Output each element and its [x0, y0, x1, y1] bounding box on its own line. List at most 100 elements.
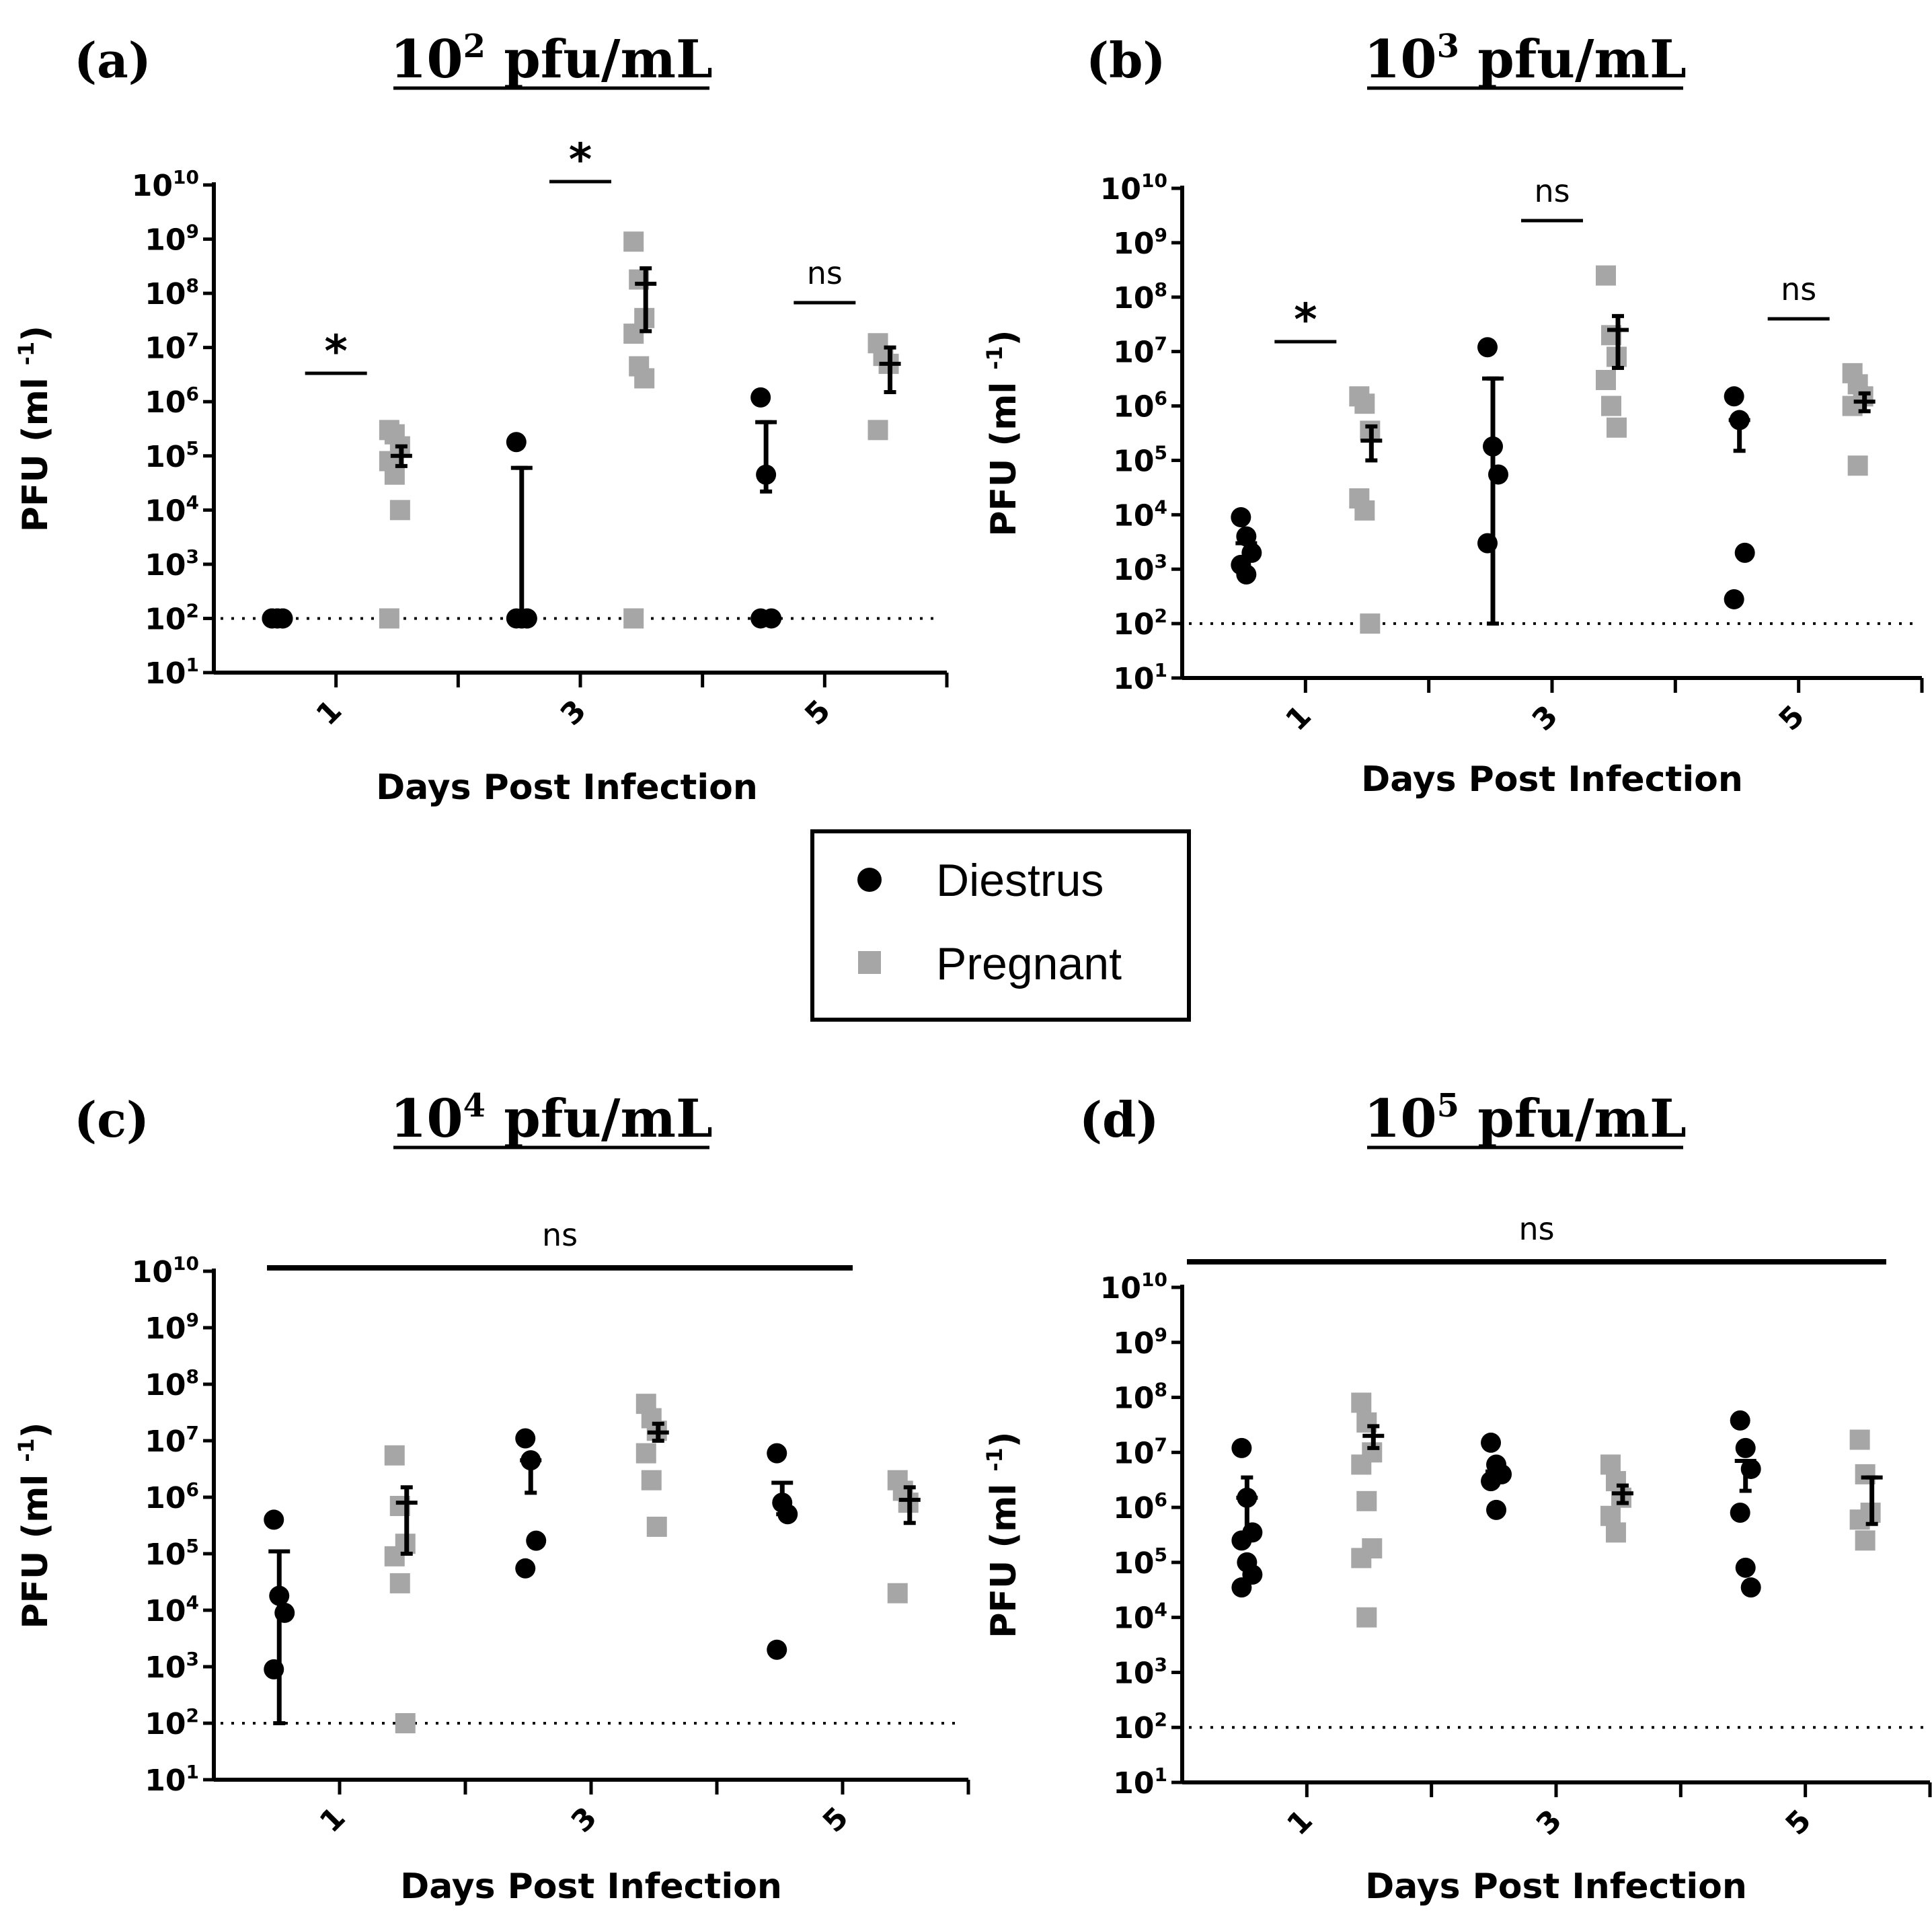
significance-label: * [324, 326, 348, 377]
y-tick-label: 103 [145, 545, 199, 582]
data-point-diestrus [750, 387, 771, 408]
data-point-diestrus [1477, 337, 1498, 358]
y-tick-label: 106 [145, 1478, 199, 1515]
y-tick-label: 102 [145, 1704, 199, 1741]
panel-title: 102 pfu/mL [390, 28, 713, 90]
significance-label: ns [1518, 1211, 1554, 1247]
y-tick-label: 1010 [132, 166, 199, 203]
data-point-pregnant [1596, 369, 1616, 390]
data-point-pregnant [1354, 500, 1375, 521]
data-point-pregnant [389, 500, 410, 521]
data-point-pregnant [1351, 1392, 1372, 1413]
data-point-pregnant [1596, 265, 1616, 286]
data-point-diestrus [515, 1428, 536, 1449]
data-point-diestrus [526, 1530, 547, 1551]
data-point-pregnant [395, 1713, 416, 1733]
y-tick-label: 103 [145, 1648, 199, 1685]
data-point-pregnant [1849, 1509, 1870, 1530]
y-tick-label: 105 [1113, 1544, 1167, 1581]
data-point-pregnant [623, 324, 644, 344]
y-tick-label: 101 [145, 654, 199, 691]
y-tick-label: 107 [1113, 1433, 1167, 1470]
y-axis-title: PFU (ml -1) [13, 1422, 56, 1628]
legend: Diestrus Pregnant [810, 829, 1191, 1022]
y-axis-title: PFU (ml -1) [13, 326, 56, 532]
data-point-pregnant [635, 1443, 656, 1464]
legend-label-diestrus: Diestrus [936, 855, 1104, 906]
data-point-pregnant [379, 608, 399, 629]
y-tick-label: 107 [145, 1422, 199, 1459]
data-point-diestrus [1740, 1577, 1761, 1598]
panel-title: 103 pfu/mL [1364, 28, 1687, 90]
y-tick-label: 108 [145, 1365, 199, 1402]
data-point-pregnant [1849, 1429, 1870, 1450]
y-tick-label: 102 [1113, 605, 1167, 642]
data-point-diestrus [1486, 1499, 1507, 1520]
significance-label: * [569, 134, 592, 186]
x-axis-title: Days Post Infection [376, 767, 758, 808]
y-tick-label: 102 [1113, 1708, 1167, 1745]
y-tick-label: 1010 [1100, 1269, 1167, 1306]
data-point-pregnant [1847, 455, 1868, 476]
data-point-diestrus [1735, 1437, 1756, 1458]
y-tick-label: 108 [1113, 278, 1167, 315]
data-point-diestrus [1730, 1410, 1750, 1431]
data-point-pregnant [1601, 395, 1621, 416]
y-tick-label: 101 [1113, 659, 1167, 696]
panel-title: 105 pfu/mL [1364, 1087, 1687, 1149]
y-tick-label: 107 [145, 329, 199, 366]
data-point-pregnant [887, 1583, 908, 1603]
y-tick-label: 101 [1113, 1764, 1167, 1801]
y-tick-label: 109 [145, 1309, 199, 1346]
significance-label: ns [542, 1217, 578, 1253]
data-point-diestrus [506, 432, 527, 453]
panel-letter: (b) [1086, 32, 1165, 89]
panel-letter: (a) [74, 32, 151, 89]
significance-label: ns [807, 255, 843, 291]
data-point-pregnant [1360, 613, 1381, 634]
data-point-pregnant [646, 1516, 667, 1537]
chart-panel-b: (b) 103 pfu/mL 101 102 103 104 105 106 107 108 109… [982, 28, 1924, 800]
data-point-pregnant [1351, 1454, 1372, 1475]
legend-marker-pregnant [858, 951, 881, 974]
y-tick-label: 106 [1113, 387, 1167, 424]
data-point-diestrus [1730, 1503, 1750, 1523]
y-axis-title: PFU (ml -1) [982, 1431, 1024, 1638]
data-point-pregnant [634, 368, 655, 389]
y-tick-label: 109 [1113, 224, 1167, 261]
y-tick-label: 109 [1113, 1324, 1167, 1361]
data-point-diestrus [1735, 1557, 1756, 1578]
data-point-pregnant [1354, 393, 1375, 414]
y-tick-label: 105 [145, 1535, 199, 1572]
data-point-diestrus [1231, 1577, 1252, 1598]
y-tick-label: 109 [145, 221, 199, 258]
x-axis-title: Days Post Infection [1365, 1866, 1747, 1907]
data-point-diestrus [515, 1558, 536, 1579]
data-point-pregnant [1855, 1530, 1876, 1551]
legend-marker-diestrus [857, 868, 882, 892]
data-point-pregnant [1356, 1607, 1377, 1628]
chart-panel-c: (c) 104 pfu/mL 101 102 103 104 105 106 107 108 109… [13, 1087, 970, 1907]
y-tick-label: 104 [1113, 1599, 1167, 1636]
y-tick-label: 1010 [1100, 169, 1167, 206]
y-tick-label: 103 [1113, 550, 1167, 587]
y-axis-title: PFU (ml -1) [982, 330, 1024, 536]
y-tick-label: 107 [1113, 333, 1167, 370]
data-point-pregnant [1356, 1490, 1377, 1511]
y-tick-label: 106 [1113, 1488, 1167, 1525]
data-point-diestrus [1231, 1437, 1252, 1458]
x-axis-title: Days Post Infection [400, 1866, 782, 1907]
y-tick-label: 104 [1113, 496, 1167, 533]
chart-panel-a: (a) 102 pfu/mL 101 102 103 104 105 106 107 108 109… [13, 28, 949, 808]
panel-letter: (d) [1079, 1091, 1159, 1148]
significance-label: ns [1781, 271, 1816, 307]
data-point-diestrus [1724, 589, 1744, 609]
data-point-pregnant [641, 1470, 662, 1490]
panel-title: 104 pfu/mL [390, 1087, 713, 1149]
y-tick-label: 1010 [132, 1252, 199, 1289]
data-point-diestrus [1734, 542, 1755, 563]
data-point-pregnant [1351, 1548, 1372, 1569]
data-point-pregnant [1607, 417, 1627, 438]
y-tick-label: 108 [145, 274, 199, 311]
